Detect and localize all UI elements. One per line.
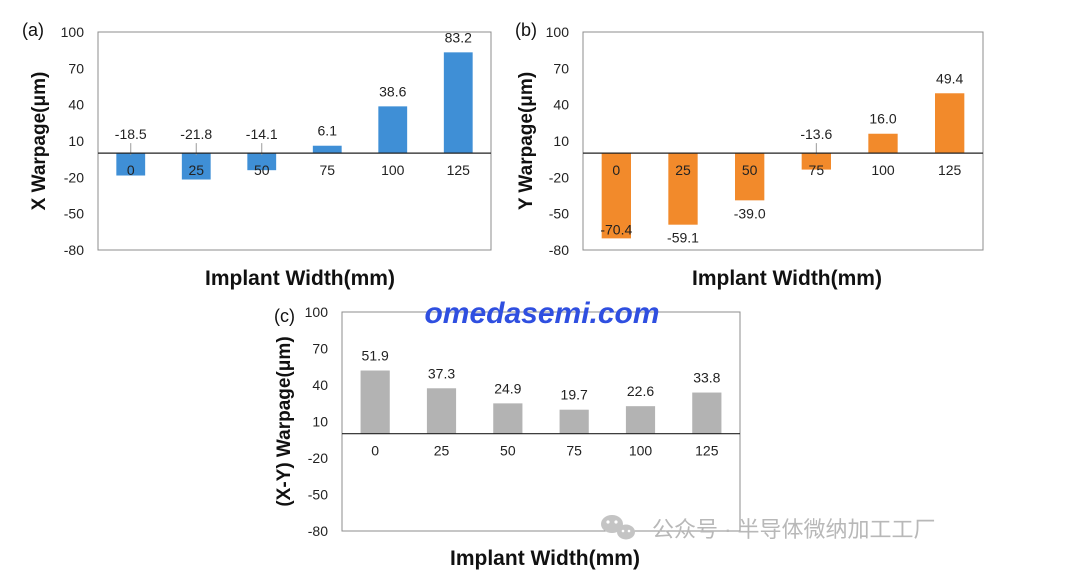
- x-tick-label: 50: [742, 162, 758, 178]
- x-tick-label: 75: [566, 443, 582, 459]
- y-tick-label: -20: [308, 450, 328, 466]
- x-tick-label: 25: [675, 162, 691, 178]
- bar: [601, 153, 631, 239]
- x-tick-label: 25: [188, 162, 204, 178]
- data-label: 16.0: [869, 111, 896, 127]
- bar: [116, 153, 146, 176]
- y-tick-label: 10: [68, 133, 84, 149]
- y-tick-label: -80: [308, 523, 328, 539]
- panel-label: (a): [22, 20, 44, 40]
- x-tick-label: 75: [319, 162, 335, 178]
- data-label: -21.8: [180, 126, 212, 142]
- data-label: 83.2: [445, 29, 472, 45]
- y-tick-label: 70: [553, 60, 569, 76]
- x-tick-label: 125: [447, 162, 471, 178]
- bar: [668, 153, 698, 225]
- data-label: 37.3: [428, 365, 455, 381]
- data-label: 19.7: [561, 387, 588, 403]
- chart-panel-3: 100 70 40 10 -20 -50 -80 0 51.9 25 37.3 50 24.9 75 19.…: [274, 304, 741, 570]
- chart-panel-2: 100 70 40 10 -20 -50 -80 0 -70.4 25 -59.1 50 -39.0 75…: [515, 20, 984, 290]
- x-axis-title: Implant Width(mm): [692, 267, 882, 290]
- y-tick-label: -50: [549, 206, 569, 222]
- bar: [312, 145, 342, 154]
- bar: [735, 153, 765, 201]
- panel-label: (c): [274, 306, 295, 326]
- bar: [443, 52, 473, 154]
- y-tick-label: 100: [546, 24, 570, 40]
- bar: [559, 409, 589, 434]
- data-label: 51.9: [362, 348, 389, 364]
- x-tick-label: 25: [434, 443, 450, 459]
- bar: [426, 388, 457, 434]
- x-axis-title: Implant Width(mm): [450, 547, 640, 570]
- x-tick-label: 0: [371, 443, 379, 459]
- panel-label: (b): [515, 20, 537, 40]
- data-label: -13.6: [800, 126, 832, 142]
- y-tick-label: 10: [553, 133, 569, 149]
- data-label: 33.8: [693, 370, 720, 386]
- y-tick-label: -50: [308, 487, 328, 503]
- y-tick-label: 40: [68, 97, 84, 113]
- data-label: -18.5: [115, 126, 147, 142]
- x-tick-label: 100: [871, 162, 895, 178]
- y-tick-label: 100: [61, 24, 85, 40]
- x-tick-label: 100: [629, 443, 653, 459]
- x-tick-label: 0: [612, 162, 620, 178]
- y-tick-label: 100: [305, 304, 329, 320]
- x-axis-title: Implant Width(mm): [205, 267, 395, 290]
- bar: [378, 106, 408, 154]
- x-tick-label: 75: [809, 162, 825, 178]
- data-label: -14.1: [246, 126, 278, 142]
- y-axis-title: X Warpage(μm): [29, 72, 50, 211]
- x-tick-label: 0: [127, 162, 135, 178]
- plot-frame: [582, 31, 984, 251]
- y-axis-title: (X-Y) Warpage(μm): [274, 336, 295, 506]
- data-label: 49.4: [936, 70, 963, 86]
- y-tick-label: -20: [549, 169, 569, 185]
- x-tick-label: 100: [381, 162, 405, 178]
- wechat-icon: [601, 515, 635, 540]
- bar: [247, 153, 277, 171]
- plot-frame: [341, 311, 741, 532]
- x-tick-label: 50: [254, 162, 270, 178]
- x-tick-label: 125: [938, 162, 962, 178]
- data-label: 24.9: [494, 380, 521, 396]
- y-tick-label: 40: [312, 377, 328, 393]
- y-tick-label: 40: [553, 97, 569, 113]
- data-label: 6.1: [318, 123, 338, 139]
- data-label: -70.4: [600, 221, 632, 237]
- bar: [360, 370, 390, 434]
- y-tick-label: -80: [64, 242, 84, 258]
- y-tick-label: -50: [64, 206, 84, 222]
- bar: [801, 153, 831, 170]
- y-axis-title: Y Warpage(μm): [516, 72, 537, 210]
- account-watermark: 公众号 · 半导体微纳加工工厂: [652, 517, 936, 542]
- charts: 100704010-20-50-800-18.525-21.850-14.175…: [22, 20, 984, 570]
- plot-frame: [97, 31, 492, 251]
- bar: [181, 153, 211, 180]
- data-label: 22.6: [627, 383, 654, 399]
- y-tick-label: -20: [64, 169, 84, 185]
- bar: [625, 406, 656, 434]
- x-tick-label: 125: [695, 443, 719, 459]
- site-watermark: omedasemi.com: [424, 297, 659, 330]
- data-label: -39.0: [734, 205, 766, 221]
- bar: [935, 93, 965, 154]
- bar: [692, 392, 722, 434]
- bar: [868, 133, 898, 154]
- data-label: 38.6: [379, 83, 406, 99]
- data-label: -59.1: [667, 230, 699, 246]
- y-tick-label: 70: [312, 341, 328, 357]
- chart-panel-1: 100 70 40 10 -20 -50 -80 0 -18.5 25 -21.8 50 -14.1 75…: [22, 20, 492, 290]
- bar: [493, 403, 523, 434]
- y-tick-label: -80: [549, 242, 569, 258]
- x-tick-label: 50: [500, 443, 516, 459]
- y-tick-label: 70: [68, 60, 84, 76]
- y-tick-label: 10: [312, 414, 328, 430]
